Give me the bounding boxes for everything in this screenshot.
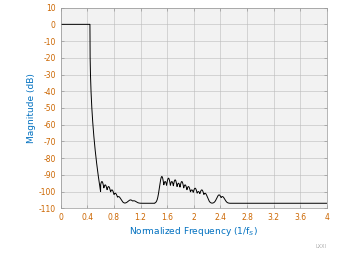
Y-axis label: Magnitude (dB): Magnitude (dB) bbox=[27, 73, 36, 143]
X-axis label: Normalized Frequency (1/f$_S$): Normalized Frequency (1/f$_S$) bbox=[129, 225, 258, 238]
Text: LXXI: LXXI bbox=[316, 244, 327, 249]
